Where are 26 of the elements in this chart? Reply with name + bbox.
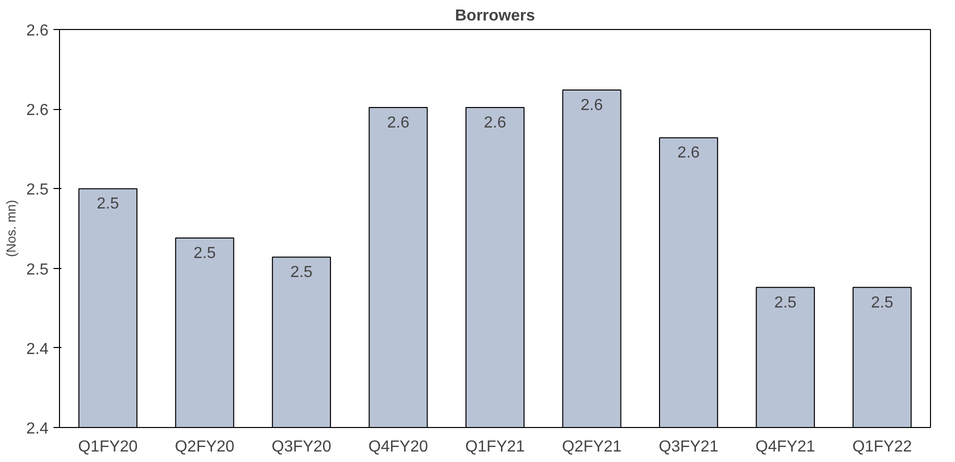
- data-label: 2.6: [580, 96, 603, 114]
- data-label: 2.5: [870, 294, 894, 312]
- x-tick-label: Q3FY20: [272, 438, 332, 456]
- x-tick-label: Q2FY20: [174, 438, 235, 456]
- x-tick-label: Q4FY21: [756, 438, 816, 456]
- y-tick-label: 2.5: [26, 182, 49, 199]
- x-tick-label: Q1FY20: [78, 438, 138, 456]
- data-label: 2.5: [290, 264, 313, 282]
- y-axis-title: (Nos. mn): [3, 200, 18, 258]
- data-label: 2.5: [96, 196, 120, 213]
- data-label: 2.6: [677, 144, 700, 162]
- y-tick-label: 2.6: [26, 22, 49, 40]
- y-tick-label: 2.5: [26, 261, 49, 278]
- data-label: 2.6: [387, 114, 410, 132]
- x-tick-label: Q3FY21: [658, 438, 718, 456]
- x-tick-label: Q2FY21: [562, 438, 622, 456]
- x-tick-label: Q1FY21: [465, 438, 525, 456]
- y-tick-label: 2.4: [26, 340, 49, 358]
- data-label: 2.6: [484, 114, 506, 132]
- x-tick-label: Q4FY20: [368, 438, 428, 456]
- x-tick-label: Q1FY22: [852, 438, 912, 456]
- y-tick-label: 2.4: [26, 420, 49, 438]
- data-label: 2.5: [774, 294, 797, 312]
- data-label: 2.5: [194, 244, 216, 262]
- y-tick-label: 2.6: [26, 102, 49, 120]
- chart-title: Borrowers: [454, 8, 536, 24]
